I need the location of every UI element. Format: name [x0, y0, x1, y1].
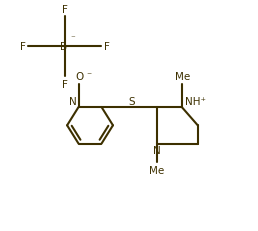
Text: Me: Me: [149, 165, 164, 175]
Text: B: B: [60, 42, 67, 52]
Text: F: F: [62, 5, 68, 15]
Text: N: N: [69, 97, 77, 107]
Text: NH⁺: NH⁺: [185, 96, 206, 106]
Text: F: F: [104, 42, 110, 52]
Text: F: F: [62, 79, 68, 89]
Text: S: S: [128, 96, 135, 106]
Text: ⁻: ⁻: [86, 71, 91, 81]
Text: ⁻: ⁻: [70, 34, 75, 43]
Text: O: O: [76, 72, 84, 82]
Text: Me: Me: [175, 72, 190, 82]
Text: F: F: [20, 42, 25, 52]
Text: N: N: [153, 145, 161, 155]
